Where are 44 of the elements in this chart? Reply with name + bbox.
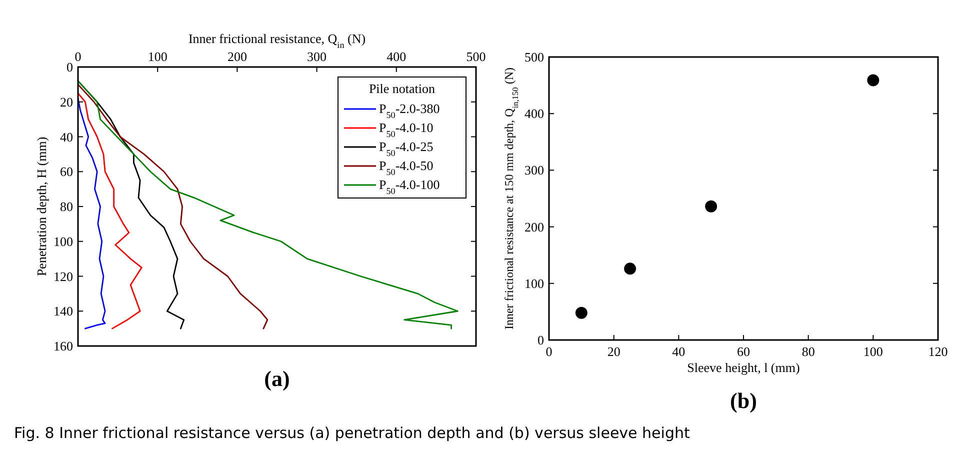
line-series <box>77 92 142 330</box>
x-tick-label: 500 <box>466 49 486 64</box>
x-axis-title: Sleeve height, l (mm) <box>687 360 800 375</box>
line-series <box>77 84 268 330</box>
y-tick-label: 120 <box>54 268 73 284</box>
y-tick-label: 100 <box>524 276 544 291</box>
y-tick-label: 20 <box>60 94 73 110</box>
legend-title: Pile notation <box>368 81 436 96</box>
x-tick-label: 40 <box>672 344 686 359</box>
y-tick-label: 60 <box>60 164 73 180</box>
text: (a) <box>264 366 290 391</box>
point <box>624 262 636 275</box>
x-tick-label: 300 <box>307 49 327 64</box>
point <box>867 74 880 86</box>
y-axis-title: Penetration depth, H (mm) <box>34 136 49 276</box>
y-tick-label: 300 <box>524 162 544 178</box>
x-tick-label: 200 <box>227 49 247 64</box>
point <box>575 306 588 319</box>
caption: Fig. 8 Inner frictional resistance versus (a) penetration depth and (b) versus sleeve height <box>14 424 690 442</box>
legend-label: P$_{50}$-2.0-380 <box>379 101 440 120</box>
text: (b) <box>730 388 757 413</box>
legend-label: P$_{50}$-4.0-10 <box>379 120 434 139</box>
x-tick-label: 80 <box>802 344 815 359</box>
y-tick-label: 400 <box>524 106 544 122</box>
x-tick-label: 60 <box>737 344 750 359</box>
y-tick-label: 200 <box>524 219 544 234</box>
legend-label: P$_{50}$-4.0-100 <box>379 177 440 196</box>
line-series <box>77 80 458 330</box>
legend-label: P$_{50}$-4.0-25 <box>379 139 434 158</box>
x-tick-label: 100 <box>863 344 883 359</box>
y-tick-label: 80 <box>60 199 73 214</box>
x-tick-label: 400 <box>386 49 406 64</box>
x-axis-title: Inner frictional resistance, Q$_{in}$ (N) <box>188 31 366 50</box>
y-tick-label: 40 <box>60 129 73 144</box>
point <box>705 200 718 212</box>
x-tick-label: 20 <box>607 344 620 359</box>
y-tick-label: 100 <box>54 234 73 249</box>
x-tick-label: 100 <box>148 49 168 64</box>
y-tick-label: 160 <box>54 338 73 354</box>
legend-label: P$_{50}$-4.0-50 <box>379 158 434 177</box>
y-tick-label: 0 <box>66 60 73 74</box>
y-tick-label: 0 <box>538 332 544 348</box>
x-tick-label: 120 <box>928 344 948 359</box>
y-tick-label: 140 <box>54 304 73 319</box>
